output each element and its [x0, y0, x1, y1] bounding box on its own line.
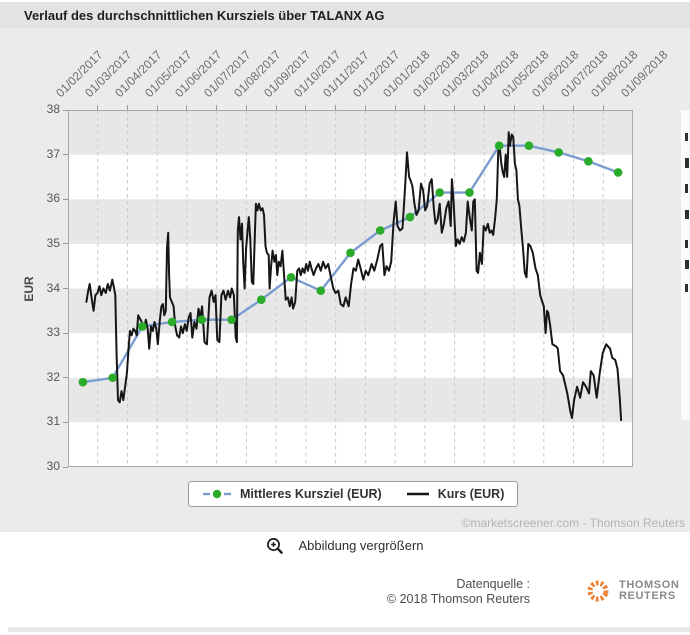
mittleres-kursziel-marker	[554, 148, 563, 157]
logo-line-reuters: REUTERS	[619, 590, 676, 602]
mittleres-kursziel-marker	[286, 273, 296, 282]
data-source-line1: Datenquelle :	[456, 577, 530, 591]
x-axis-tick	[126, 105, 128, 110]
y-axis-label: 30	[46, 459, 60, 473]
x-axis-tick	[156, 105, 158, 110]
mittleres-kursziel-marker	[197, 315, 207, 325]
y-axis-label: 37	[46, 146, 60, 161]
zoom-strip: Abbildung vergrößern	[0, 532, 690, 559]
y-axis-label: 36	[46, 191, 60, 206]
thomson-reuters-logo-text: THOMSON REUTERS	[619, 580, 679, 602]
x-axis-tick	[543, 105, 545, 110]
band-37-38	[68, 110, 633, 155]
y-axis-tick	[63, 377, 68, 379]
x-axis-tick	[216, 105, 218, 110]
y-axis-tick	[63, 332, 68, 334]
y-axis-tick	[63, 109, 68, 111]
chart-title-bar: Verlauf des durchschnittlichen Kursziels…	[0, 2, 690, 28]
x-axis-tick	[424, 105, 426, 110]
x-axis-tick	[573, 105, 575, 110]
mittleres-kursziel-marker	[167, 317, 177, 327]
mittleres-kursziel-marker	[375, 226, 385, 235]
price-chart-plot[interactable]	[68, 110, 633, 467]
kurs-line	[85, 131, 623, 422]
logo-line-thomson: THOMSON	[619, 579, 680, 591]
mittleres-kursziel-marker	[346, 248, 355, 258]
thomson-reuters-logo: THOMSON REUTERS	[584, 577, 679, 605]
mittleres-kursziel-marker	[316, 286, 326, 296]
legend-item-mittleres-kursziel: Mittleres Kursziel (EUR)	[202, 487, 382, 501]
legend-item-kurs: Kurs (EUR)	[406, 487, 505, 501]
data-source-note: Datenquelle : © 2018 Thomson Reuters	[387, 577, 530, 607]
clipped-text-fragment	[685, 260, 689, 269]
mittleres-kursziel-marker	[108, 373, 117, 383]
mittleres-kursziel-marker	[613, 168, 623, 177]
enlarge-image-label: Abbildung vergrößern	[298, 538, 424, 553]
target-series-sample-icon	[203, 489, 231, 499]
zoom-in-magnifier-icon	[267, 537, 284, 554]
clipped-text-fragment	[685, 210, 689, 219]
x-axis-tick	[275, 105, 277, 110]
y-axis-tick	[63, 154, 68, 156]
mittleres-kursziel-marker	[435, 188, 445, 197]
bottom-divider	[8, 627, 690, 632]
x-axis-tick	[245, 105, 247, 110]
kurs-series-sample-icon	[406, 492, 429, 496]
y-axis-tick	[63, 466, 68, 468]
mittleres-kursziel-marker	[405, 212, 415, 222]
mittleres-kursziel-marker	[256, 295, 266, 304]
price-chart-svg	[68, 110, 633, 467]
band-35-36	[68, 199, 633, 244]
y-axis-title: EUR	[22, 276, 36, 302]
legend-label-kurs: Kurs (EUR)	[437, 487, 505, 501]
y-axis-label: 33	[46, 325, 60, 340]
clipped-text-fragment	[685, 133, 688, 141]
clipped-text-fragment	[685, 284, 688, 292]
x-axis-tick	[394, 105, 396, 110]
x-axis-tick	[454, 105, 456, 110]
chart-title: Verlauf des durchschnittlichen Kursziels…	[24, 7, 385, 23]
x-axis-tick	[335, 105, 337, 110]
mittleres-kursziel-marker	[138, 322, 147, 331]
x-axis-tick	[483, 105, 485, 110]
mittleres-kursziel-marker	[78, 377, 88, 387]
y-axis-label: 38	[46, 102, 60, 116]
y-axis-label: 32	[46, 369, 60, 384]
y-axis-label: 35	[46, 235, 60, 250]
y-axis-tick	[63, 288, 68, 289]
x-axis-tick	[364, 105, 366, 110]
mittleres-kursziel-marker	[584, 157, 593, 166]
data-source-line2: © 2018 Thomson Reuters	[386, 592, 530, 606]
x-axis-tick	[602, 105, 604, 110]
plot-border	[68, 110, 633, 467]
thomson-reuters-swirl-icon	[587, 580, 609, 602]
mittleres-kursziel-marker	[494, 141, 504, 150]
y-axis-tick	[63, 198, 68, 200]
mittleres-kursziel-marker	[524, 141, 534, 150]
x-axis-tick	[513, 105, 515, 110]
clipped-text-fragment	[685, 158, 689, 168]
y-axis-label: 34	[46, 280, 60, 295]
x-axis-tick	[305, 105, 307, 110]
y-axis-tick	[63, 421, 68, 423]
x-axis-tick	[186, 105, 188, 110]
clipped-text-fragment	[685, 240, 688, 248]
y-axis-tick	[63, 243, 68, 245]
enlarge-image-button[interactable]: Abbildung vergrößern	[266, 537, 424, 555]
mittleres-kursziel-line	[82, 144, 619, 384]
mittleres-kursziel-marker	[227, 315, 236, 325]
mittleres-kursziel-marker	[465, 188, 474, 197]
clipped-text-fragment	[685, 184, 688, 193]
x-axis-tick	[97, 105, 99, 110]
band-31-32	[68, 377, 633, 423]
chart-legend: Mittleres Kursziel (EUR) Kurs (EUR)	[188, 481, 519, 507]
legend-label-mittleres-kursziel: Mittleres Kursziel (EUR)	[240, 487, 382, 501]
y-axis-label: 31	[46, 414, 60, 429]
watermark: ©marketscreener.com - Thomson Reuters	[461, 516, 685, 530]
